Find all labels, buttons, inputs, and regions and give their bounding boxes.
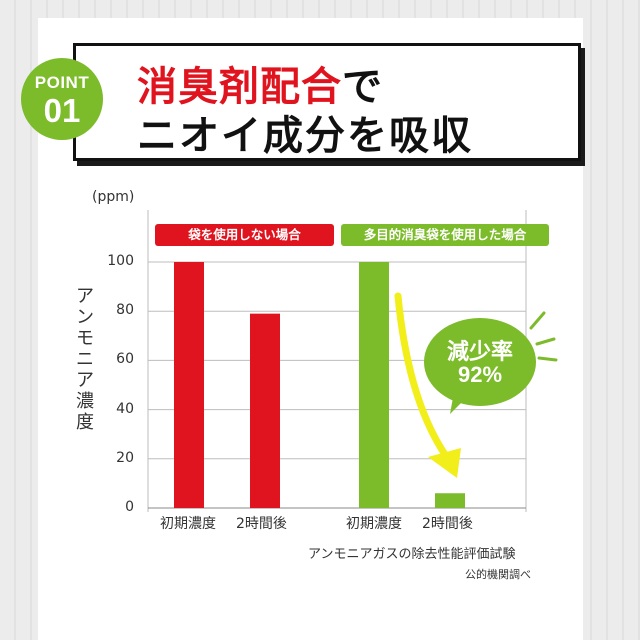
y-tick-0: 0 xyxy=(125,499,134,515)
y-tick-60: 60 xyxy=(116,351,134,367)
reduction-rate-label: 減少率 xyxy=(446,340,513,365)
x-tick-2h-no-bag: 2時間後 xyxy=(236,516,287,532)
burst-line-2 xyxy=(535,337,556,346)
y-tick-80: 80 xyxy=(116,302,134,318)
bar-1-1 xyxy=(435,493,465,508)
headline-line1: 消臭剤配合で xyxy=(137,54,383,112)
y-tick-100: 100 xyxy=(107,253,134,269)
headline-line2: ニオイ成分を吸収 xyxy=(137,113,473,159)
point-badge: POINT 01 xyxy=(21,58,103,140)
badge-number: 01 xyxy=(43,92,81,129)
bar-0-1 xyxy=(250,313,280,508)
unit-label: (ppm) xyxy=(92,189,135,205)
bar-0-0 xyxy=(174,262,204,508)
reduction-rate-value: 92% xyxy=(457,362,503,387)
bar-1-0 xyxy=(359,262,389,508)
x-tick-initial-no-bag: 初期濃度 xyxy=(160,516,216,532)
headline-suffix: で xyxy=(342,64,383,110)
headline-box xyxy=(73,43,581,161)
y-tick-20: 20 xyxy=(116,450,134,466)
headline-highlight: 消臭剤配合 xyxy=(137,64,342,110)
reduction-rate-bubble: 減少率 92% xyxy=(424,318,536,406)
badge-label: POINT xyxy=(34,73,90,92)
legend-no-bag: 袋を使用しない場合 xyxy=(155,224,334,246)
burst-line-1 xyxy=(529,311,546,330)
highlight-arrow-head xyxy=(428,448,461,478)
highlight-arrow-shaft xyxy=(394,292,450,460)
legend-deodorant-bag: 多目的消臭袋を使用した場合 xyxy=(341,224,549,246)
y-axis-label: アンモニア濃度 xyxy=(76,286,94,433)
burst-line-3 xyxy=(537,356,558,362)
y-tick-40: 40 xyxy=(116,401,134,417)
x-tick-2h-bag: 2時間後 xyxy=(422,516,473,532)
x-tick-initial-bag: 初期濃度 xyxy=(346,516,402,532)
source-attribution: 公的機関調べ xyxy=(465,568,531,581)
source-note: アンモニアガスの除去性能評価試験 xyxy=(308,547,516,562)
